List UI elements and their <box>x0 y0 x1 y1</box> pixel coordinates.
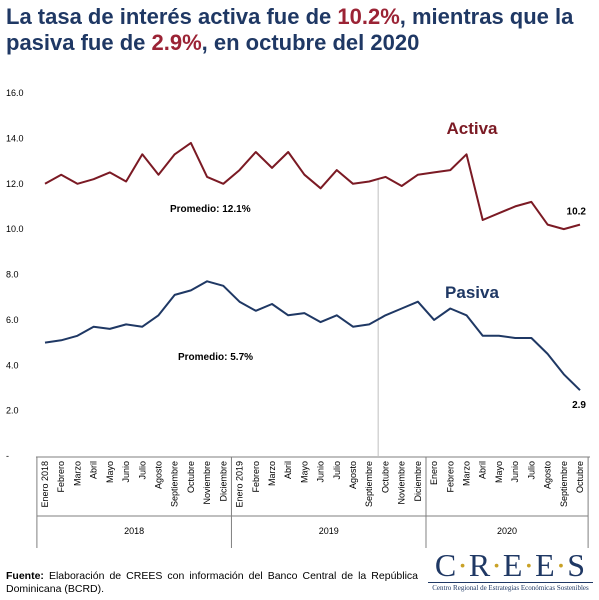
x-tick-label: Abril <box>283 461 293 479</box>
crees-logo-wordmark: C·R·E·E·S <box>428 548 593 582</box>
chart-title: La tasa de interés activa fue de 10.2%, … <box>6 4 596 56</box>
crees-logo-subtitle: Centro Regional de Estrategias Económica… <box>428 582 593 592</box>
x-tick-label: Octubre <box>575 461 585 493</box>
x-tick-label: Abril <box>89 461 99 479</box>
logo-letter: R <box>468 547 492 583</box>
y-tick-label: 14.0 <box>6 133 24 143</box>
logo-letter: C <box>434 547 458 583</box>
x-tick-label: Diciembre <box>218 461 228 502</box>
x-tick-label: Marzo <box>462 461 472 486</box>
source-note: Fuente: Elaboración de CREES con informa… <box>6 570 418 596</box>
crees-logo: C·R·E·E·S Centro Regional de Estrategias… <box>428 548 593 592</box>
source-text: Elaboración de CREES con información del… <box>6 570 418 595</box>
x-tick-label: Octubre <box>380 461 390 493</box>
x-tick-label: Enero 2019 <box>235 461 245 508</box>
y-tick-label: 10.0 <box>6 224 24 234</box>
series-label-pasiva: Pasiva <box>445 283 499 302</box>
y-tick-label: 4.0 <box>6 360 19 370</box>
y-tick-label: 8.0 <box>6 270 19 280</box>
x-tick-label: Junio <box>121 461 131 483</box>
y-tick-label: 2.0 <box>6 406 19 416</box>
x-tick-label: Mayo <box>299 461 309 483</box>
y-tick-label: 16.0 <box>6 88 24 98</box>
x-tick-label: Julio <box>332 461 342 480</box>
source-label: Fuente: <box>6 570 44 582</box>
x-tick-label: Enero 2018 <box>40 461 50 508</box>
x-tick-label: Julio <box>137 461 147 480</box>
x-tick-label: Mayo <box>105 461 115 483</box>
x-tick-label: Junio <box>316 461 326 483</box>
x-tick-label: Julio <box>526 461 536 480</box>
logo-letter: S <box>567 547 587 583</box>
x-tick-label: Abril <box>478 461 488 479</box>
x-tick-label: Octubre <box>186 461 196 493</box>
y-tick-label: 12.0 <box>6 179 24 189</box>
y-tick-label: - <box>6 451 9 461</box>
interest-rate-chart: 16.0 14.0 12.0 10.0 8.0 6.0 4.0 2.0 - Enero 2018 F… <box>6 88 590 548</box>
end-value-label-pasiva: 2.9 <box>572 400 586 411</box>
x-tick-label: Diciembre <box>413 461 423 502</box>
title-pasiva-value: 2.9% <box>151 30 202 55</box>
logo-dot: · <box>555 547 568 583</box>
average-label-pasiva: Promedio: 5.7% <box>178 352 253 363</box>
x-tick-label: Septiembre <box>559 461 569 507</box>
x-tick-label: Septiembre <box>364 461 374 507</box>
x-tick-label: Febrero <box>56 461 66 493</box>
series-line-pasiva <box>44 280 581 391</box>
end-value-label-activa: 10.2 <box>567 207 587 218</box>
x-tick-label: Noviembre <box>202 461 212 505</box>
year-label: 2020 <box>497 526 517 536</box>
title-activa-value: 10.2% <box>337 4 400 29</box>
x-tick-label: Agosto <box>348 461 358 489</box>
x-tick-label: Febrero <box>445 461 455 493</box>
average-label-activa: Promedio: 12.1% <box>170 204 251 215</box>
x-tick-label: Agosto <box>153 461 163 489</box>
title-part-2: , mientras que la pasiva fue de <box>6 4 574 55</box>
logo-letter: E <box>502 547 524 583</box>
series-label-activa: Activa <box>446 119 498 138</box>
logo-letter: E <box>535 547 556 583</box>
logo-dot: · <box>523 547 536 583</box>
x-tick-label: Enero <box>429 461 439 485</box>
x-tick-label: Marzo <box>267 461 277 486</box>
x-tick-label: Febrero <box>251 461 261 493</box>
title-part-1: La tasa de interés activa fue de <box>6 4 338 29</box>
title-part-3: , en octubre del 2020 <box>201 30 420 55</box>
year-label: 2018 <box>124 526 144 536</box>
x-tick-label: Mayo <box>494 461 504 483</box>
y-tick-label: 6.0 <box>6 315 19 325</box>
x-tick-label: Noviembre <box>397 461 407 505</box>
year-label: 2019 <box>319 526 339 536</box>
x-tick-label: Agosto <box>543 461 553 489</box>
x-tick-label: Junio <box>510 461 520 483</box>
logo-dot: · <box>491 547 503 583</box>
x-tick-label: Marzo <box>72 461 82 486</box>
series-line-activa <box>44 141 581 231</box>
logo-dot: · <box>457 547 469 583</box>
x-tick-label: Septiembre <box>170 461 180 507</box>
